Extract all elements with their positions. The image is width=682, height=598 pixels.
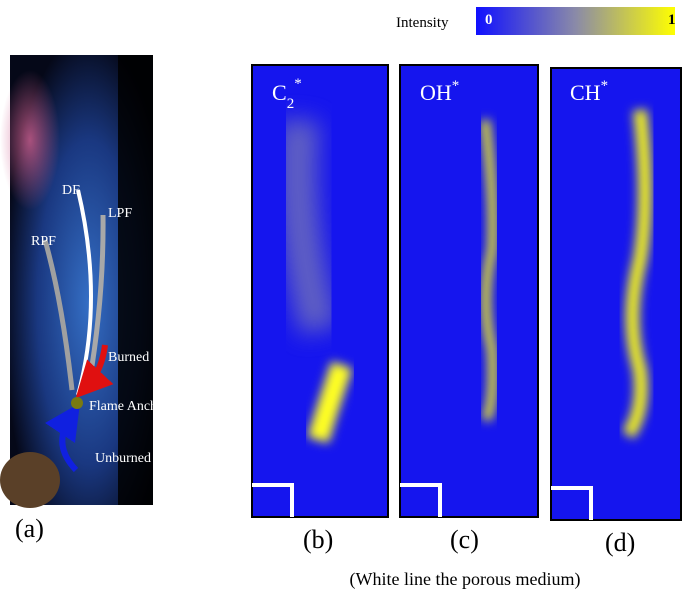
panel-b: C2 * xyxy=(252,65,388,517)
annotation: Unburned gas velocity xyxy=(95,451,222,466)
panel-d: CH* xyxy=(551,68,681,520)
panel-label: (c) xyxy=(450,525,479,554)
annotation: LPF xyxy=(108,206,132,221)
species-sub: 2 xyxy=(287,96,295,112)
colorbar-min: 0 xyxy=(485,12,493,28)
panel-label: (d) xyxy=(605,528,635,557)
species: OH xyxy=(420,80,452,105)
colorbar-label: Intensity xyxy=(396,15,449,31)
species: C xyxy=(272,80,287,105)
panel-label: (b) xyxy=(303,525,333,554)
figure: Intensity 0 1 DF LPF RPF Burned gas velo… xyxy=(0,0,682,593)
colorbar xyxy=(476,7,675,35)
colorbar-max: 1 xyxy=(668,12,676,28)
species-sup: * xyxy=(601,78,609,94)
panel-a: DF LPF RPF Burned gas velocity Flame Anc… xyxy=(0,55,222,508)
annotation: Burned gas velocity xyxy=(108,350,220,365)
panel-label: (a) xyxy=(15,514,44,543)
caption: (White line the porous medium) xyxy=(350,569,581,590)
annotation: DF xyxy=(62,183,80,198)
species: CH xyxy=(570,80,601,105)
species-sup: * xyxy=(452,78,460,94)
species-sup: * xyxy=(294,76,302,92)
panel-c: OH* xyxy=(400,65,538,517)
annotation: RPF xyxy=(31,234,56,249)
annotation: Flame Anchor Point xyxy=(89,399,202,414)
